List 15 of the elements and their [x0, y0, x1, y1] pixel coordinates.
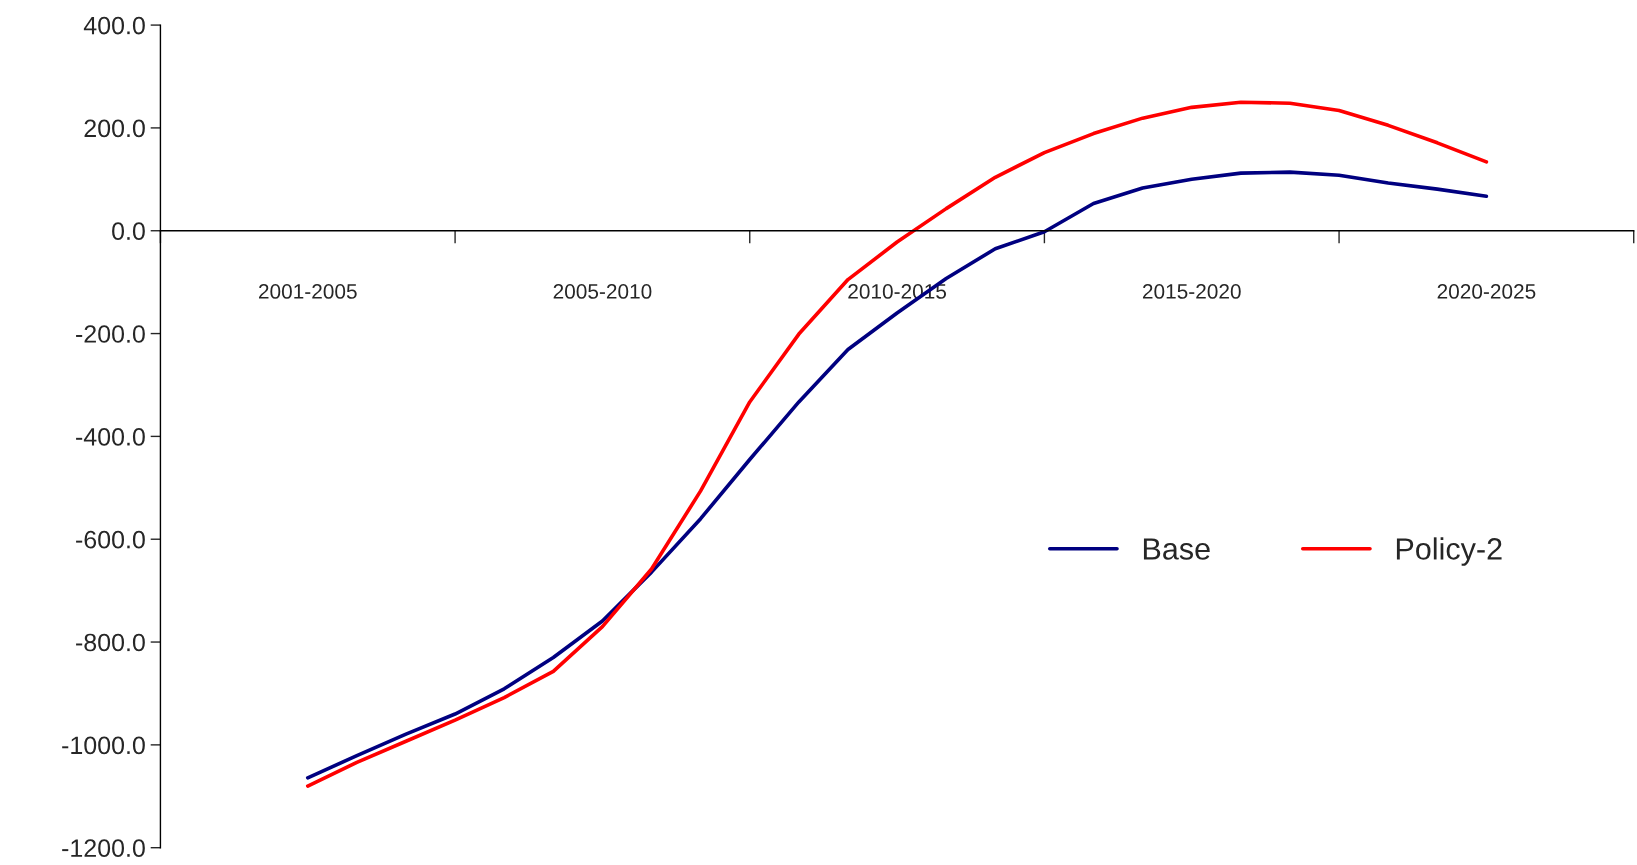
y-tick-label: 400.0	[83, 16, 145, 35]
legend-label: Base	[1143, 538, 1210, 560]
x-tick-label: 2005-2010	[553, 284, 652, 299]
y-tick-label: 0.0	[112, 222, 145, 241]
x-tick-label: 2001-2005	[258, 284, 357, 299]
legend-label: Policy-2	[1396, 537, 1502, 566]
y-tick-label: -1000.0	[62, 736, 145, 755]
y-tick-label: -1200.0	[62, 839, 145, 857]
y-tick-label: -200.0	[76, 325, 145, 343]
y-tick-label: -800.0	[76, 633, 145, 652]
y-tick-label: 200.0	[84, 119, 145, 138]
y-tick-label: -400.0	[76, 427, 145, 446]
y-tick-label: -600.0	[76, 530, 145, 549]
x-tick-label: 2020-2025	[1437, 284, 1536, 299]
x-tick-label: 2015-2020	[1142, 284, 1241, 299]
